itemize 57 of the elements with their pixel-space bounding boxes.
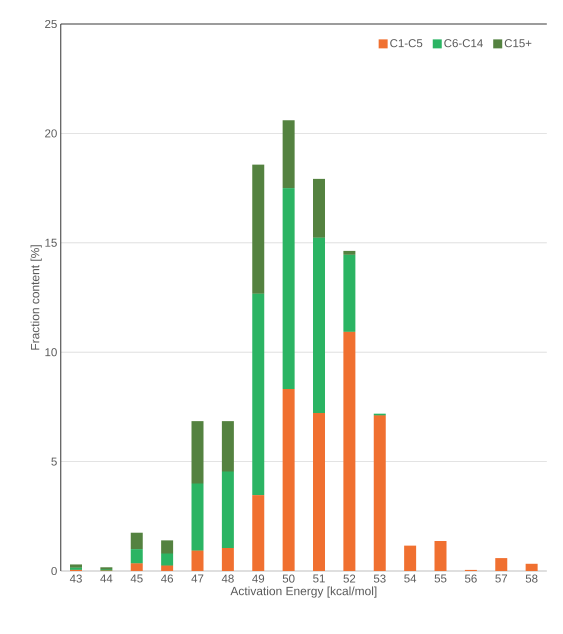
legend-label: C1-C5 [390, 39, 422, 48]
x-tick-label: 53 [374, 574, 386, 583]
y-tick-label: 5 [51, 458, 57, 466]
bar [252, 294, 264, 496]
bar [495, 558, 508, 571]
bar [313, 178, 326, 238]
bar [313, 413, 326, 571]
bar [222, 471, 234, 548]
bar [282, 120, 295, 188]
bar [130, 563, 143, 571]
bar [404, 546, 416, 571]
x-axis-title: Activation Energy [kcal/mol] [230, 586, 376, 598]
x-tick-label: 43 [70, 574, 82, 583]
x-tick-label: 51 [313, 574, 325, 583]
bar [192, 550, 204, 571]
bar [161, 566, 174, 571]
bar [192, 421, 204, 484]
bar [252, 495, 264, 571]
bar [374, 415, 386, 571]
legend-label: C15+ [504, 39, 532, 48]
x-tick-label: 48 [222, 574, 234, 583]
bar [252, 164, 264, 294]
bar [192, 483, 204, 551]
x-tick-label: 56 [464, 574, 477, 583]
bar [343, 332, 356, 571]
x-tick-label: 44 [100, 574, 112, 582]
bar [526, 564, 538, 571]
x-tick-label: 49 [252, 574, 264, 583]
x-tick-label: 46 [161, 574, 173, 583]
bar [161, 540, 174, 554]
bar [70, 564, 82, 568]
x-tick-label: 50 [282, 574, 295, 583]
bar [130, 532, 143, 550]
bar [343, 250, 356, 255]
y-tick-label: 10 [45, 348, 57, 356]
bar [282, 388, 295, 571]
x-tick-label: 57 [495, 574, 508, 583]
bar [434, 541, 447, 571]
bar [222, 548, 234, 571]
x-tick-label: 58 [526, 574, 538, 583]
y-tick-label: 25 [45, 20, 57, 28]
bar [343, 254, 356, 332]
x-tick-label: 55 [434, 574, 446, 583]
y-axis-title: Fraction content [%] [30, 245, 42, 350]
legend-label: C6-C14 [444, 39, 483, 48]
bar [282, 188, 295, 389]
x-tick-label: 45 [130, 574, 143, 583]
y-tick-label: 20 [45, 129, 57, 138]
y-tick-label: 15 [45, 238, 57, 247]
x-tick-label: 47 [191, 574, 204, 582]
bar [130, 549, 143, 564]
x-tick-label: 52 [343, 574, 356, 583]
bar [313, 238, 326, 414]
y-tick-label: 0 [51, 566, 57, 576]
bar [222, 421, 234, 472]
bar [161, 553, 174, 566]
x-tick-label: 54 [404, 574, 416, 583]
